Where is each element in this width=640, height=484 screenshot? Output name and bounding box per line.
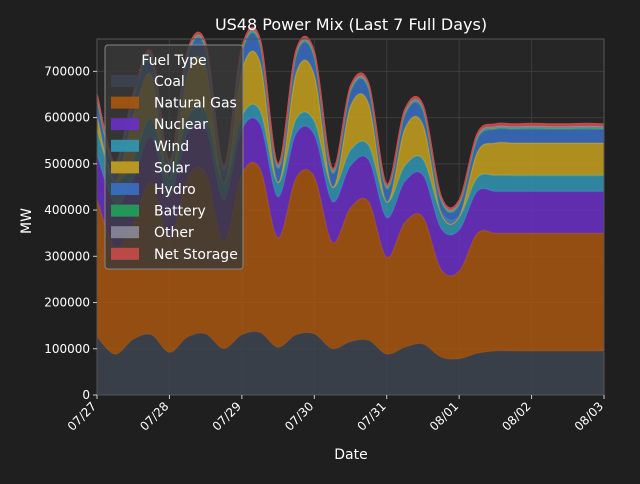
legend-label-other: Other xyxy=(154,225,194,241)
legend-label-coal: Coal xyxy=(154,74,185,90)
y-tick-label: 100000 xyxy=(44,342,90,356)
legend-label-wind: Wind xyxy=(154,139,189,155)
legend-label-battery: Battery xyxy=(154,204,206,220)
legend-swatch-nuclear xyxy=(111,118,139,131)
y-tick-label: 0 xyxy=(82,388,90,402)
area-solar xyxy=(97,50,604,225)
chart-title: US48 Power Mix (Last 7 Full Days) xyxy=(215,15,487,34)
y-tick-label: 600000 xyxy=(44,111,90,125)
y-tick-label: 500000 xyxy=(44,157,90,171)
y-tick-label: 400000 xyxy=(44,203,90,217)
area-coal xyxy=(97,331,604,395)
legend-swatch-other xyxy=(111,226,139,239)
legend-label-solar: Solar xyxy=(154,160,190,176)
area-natural-gas xyxy=(97,162,604,360)
legend-label-nuclear: Nuclear xyxy=(154,117,208,133)
legend-box xyxy=(104,44,244,270)
legend-swatch-hydro xyxy=(111,183,139,195)
legend-title: Fuel Type xyxy=(141,53,206,69)
legend-swatch-solar xyxy=(111,161,139,174)
legend-swatch-coal xyxy=(111,75,139,87)
legend: Fuel Type Coal Natural Gas Nuclear Wind Sola… xyxy=(104,44,244,270)
y-axis-ticks: 0 100000 200000 300000 400000 500000 600000 700… xyxy=(44,64,97,402)
legend-label-natural-gas: Natural Gas xyxy=(154,96,237,112)
legend-items: Coal Natural Gas Nuclear Wind Solar Hydro Batt… xyxy=(111,74,238,263)
legend-swatch-wind xyxy=(111,139,139,152)
y-tick-label: 300000 xyxy=(44,249,90,263)
y-axis-label: MW xyxy=(19,208,35,234)
y-tick-label: 700000 xyxy=(44,64,90,78)
legend-swatch-net-storage xyxy=(111,247,139,260)
legend-label-hydro: Hydro xyxy=(154,182,196,198)
y-tick-label: 200000 xyxy=(44,296,90,310)
legend-swatch-natural-gas xyxy=(111,96,139,109)
legend-swatch-battery xyxy=(111,204,139,217)
x-axis-label: Date xyxy=(334,447,367,463)
plot-frame xyxy=(96,38,605,396)
legend-label-net-storage: Net Storage xyxy=(154,247,238,263)
